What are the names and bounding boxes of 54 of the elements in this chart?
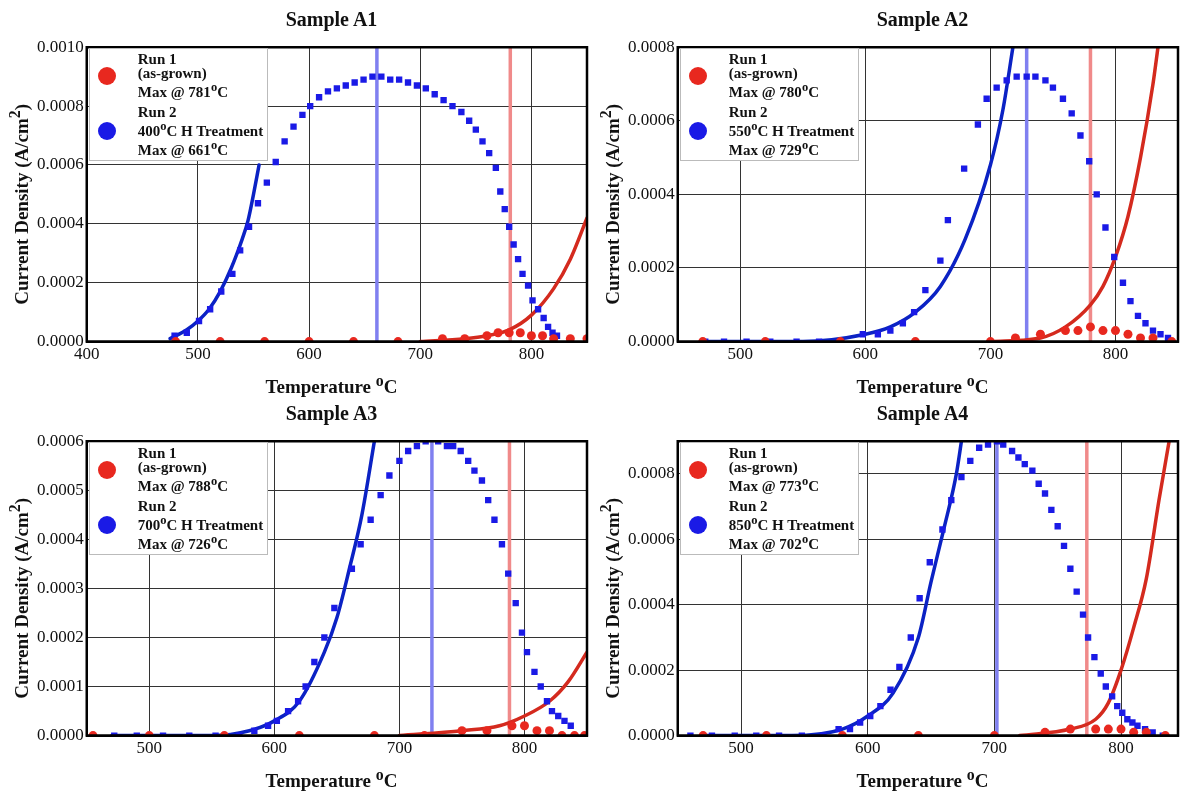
x-tick-label: 600 [296, 344, 322, 364]
legend-label: Run 2 400$^{o}$C H Treatment Max @ 661$^{o}$C [137, 104, 264, 159]
y-tick-label: 0.0008 [37, 95, 84, 115]
x-tick-label: 700 [407, 344, 433, 364]
legend-label: Run 1 (as-grown) Max @ 781$^{o}$C [137, 51, 228, 101]
y-tick-label: 0.0000 [628, 331, 675, 351]
x-tick-label: 800 [511, 738, 538, 758]
y-tick-label: 0.0010 [37, 36, 84, 56]
y-tick-label: 0.0002 [37, 626, 84, 646]
x-tick-label: 800 [1102, 344, 1129, 364]
y-tick-label: 0.0005 [37, 479, 84, 499]
x-tick-label: 600 [852, 344, 879, 364]
y-tick-label: 0.0002 [37, 272, 84, 292]
legend-label: Run 1 (as-grown) Max @ 773$^{o}$C [728, 445, 819, 495]
x-tick-label: 700 [386, 738, 413, 758]
y-tick-label: 0.0006 [37, 430, 84, 450]
x-axis-title: Temperature $^{o}$C [855, 372, 990, 398]
y-tick-label: 0.0000 [37, 725, 84, 745]
y-tick-label: 0.0004 [37, 528, 85, 548]
y-tick-label: 0.0006 [628, 110, 675, 130]
x-tick-label: 500 [727, 344, 754, 364]
legend-label: Run 2 550$^{o}$C H Treatment Max @ 729$^{o}$C [728, 104, 855, 159]
y-tick-label: 0.0004 [37, 213, 85, 233]
y-tick-label: 0.0001 [37, 676, 84, 695]
x-tick-label: 800 [518, 344, 545, 364]
y-tick-label: 0.0004 [628, 594, 676, 614]
y-tick-label: 0.0003 [37, 577, 84, 597]
y-tick-label: 0.0008 [628, 463, 675, 483]
legend-label: Run 2 700$^{o}$C H Treatment Max @ 726$^{o}$C [137, 498, 264, 553]
x-tick-label: 600 [854, 738, 881, 758]
x-tick-label: 500 [136, 738, 163, 758]
y-tick-label: 0.0000 [628, 725, 675, 745]
x-tick-label: 700 [981, 738, 1008, 758]
x-tick-label: 600 [261, 738, 288, 758]
x-tick-label: 500 [185, 344, 211, 364]
chart-title: Sample A3 [284, 402, 379, 427]
chart-title: Sample A2 [875, 8, 970, 33]
y-tick-label: 0.0006 [628, 528, 675, 548]
chart-title: Sample A4 [875, 402, 970, 427]
y-tick-label: 0.0008 [628, 36, 675, 56]
x-axis-title: Temperature $^{o}$C [264, 766, 399, 792]
x-axis-title: Temperature $^{o}$C [855, 766, 990, 792]
chart-title: Sample A1 [284, 8, 379, 33]
y-tick-label: 0.0002 [628, 257, 675, 277]
y-tick-label: 0.0004 [628, 183, 676, 203]
legend-label: Run 1 (as-grown) Max @ 780$^{o}$C [728, 51, 819, 101]
x-tick-label: 700 [977, 344, 1004, 364]
y-tick-label: 0.0006 [37, 154, 84, 174]
legend-label: Run 2 850$^{o}$C H Treatment Max @ 702$^{o}$C [728, 498, 855, 553]
y-tick-label: 0.0002 [628, 659, 675, 679]
x-axis-title: Temperature $^{o}$C [264, 372, 399, 398]
x-tick-label: 800 [1108, 738, 1134, 758]
x-tick-label: 500 [728, 738, 754, 758]
legend-label: Run 1 (as-grown) Max @ 788$^{o}$C [137, 445, 228, 495]
